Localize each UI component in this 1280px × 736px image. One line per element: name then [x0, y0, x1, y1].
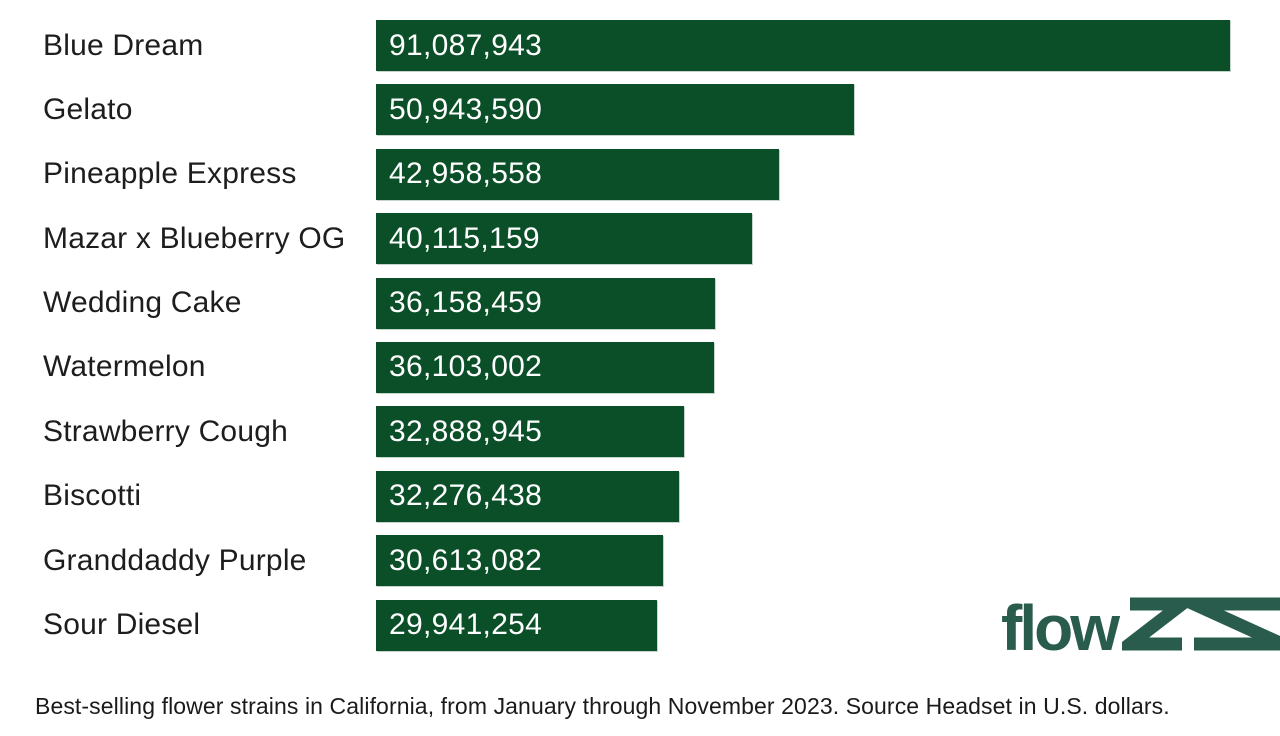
category-label: Watermelon: [43, 350, 206, 384]
bar: 91,087,943: [376, 20, 1230, 71]
value-label: 36,103,002: [389, 350, 543, 384]
logo-zz-icon: [1121, 597, 1280, 651]
logo-text: flow: [1001, 591, 1120, 664]
value-label: 29,941,254: [389, 608, 543, 642]
bar: 40,115,159: [376, 213, 753, 265]
chart-row: Sour Diesel 29,941,254: [0, 599, 1230, 651]
category-label: Strawberry Cough: [43, 414, 288, 448]
chart-row: Mazar x Blueberry OG 40,115,159: [0, 213, 1230, 265]
value-label: 40,115,159: [389, 221, 540, 255]
chart-caption: Best-selling flower strains in Californi…: [35, 693, 1170, 719]
bar: 32,276,438: [376, 470, 679, 522]
bar: 36,103,002: [376, 341, 715, 393]
chart-row: Wedding Cake 36,158,459: [0, 277, 1230, 329]
flowzz-logo: flow: [1001, 591, 1280, 664]
category-label: Granddaddy Purple: [43, 543, 307, 577]
value-label: 42,958,558: [389, 157, 543, 191]
chart-row: Strawberry Cough 32,888,945: [0, 406, 1230, 458]
value-label: 91,087,943: [389, 28, 543, 62]
chart-row: Biscotti 32,276,438: [0, 470, 1230, 522]
bar: 50,943,590: [376, 84, 854, 136]
chart-row: Watermelon 36,103,002: [0, 341, 1230, 393]
category-label: Biscotti: [43, 479, 142, 513]
chart-row: Blue Dream 91,087,943: [0, 20, 1230, 71]
chart-row: Granddaddy Purple 30,613,082: [0, 535, 1230, 587]
value-label: 50,943,590: [389, 92, 543, 126]
value-label: 36,158,459: [389, 286, 543, 320]
bar-rows: Blue Dream 91,087,943 Gelato 50,943,590 Pine…: [0, 20, 1230, 651]
value-label: 32,276,438: [389, 479, 543, 513]
category-label: Blue Dream: [43, 28, 204, 62]
category-label: Pineapple Express: [43, 157, 297, 191]
chart-row: Pineapple Express 42,958,558: [0, 148, 1230, 200]
chart-row: Gelato 50,943,590: [0, 84, 1230, 136]
bar: 29,941,254: [376, 599, 657, 651]
category-label: Wedding Cake: [43, 286, 242, 320]
bar: 42,958,558: [376, 148, 779, 200]
bar: 30,613,082: [376, 535, 663, 587]
bar: 32,888,945: [376, 406, 685, 458]
bar: 36,158,459: [376, 277, 715, 329]
category-label: Gelato: [43, 92, 133, 126]
value-label: 30,613,082: [389, 543, 543, 577]
value-label: 32,888,945: [389, 414, 543, 448]
category-label: Mazar x Blueberry OG: [43, 221, 346, 255]
category-label: Sour Diesel: [43, 608, 201, 642]
